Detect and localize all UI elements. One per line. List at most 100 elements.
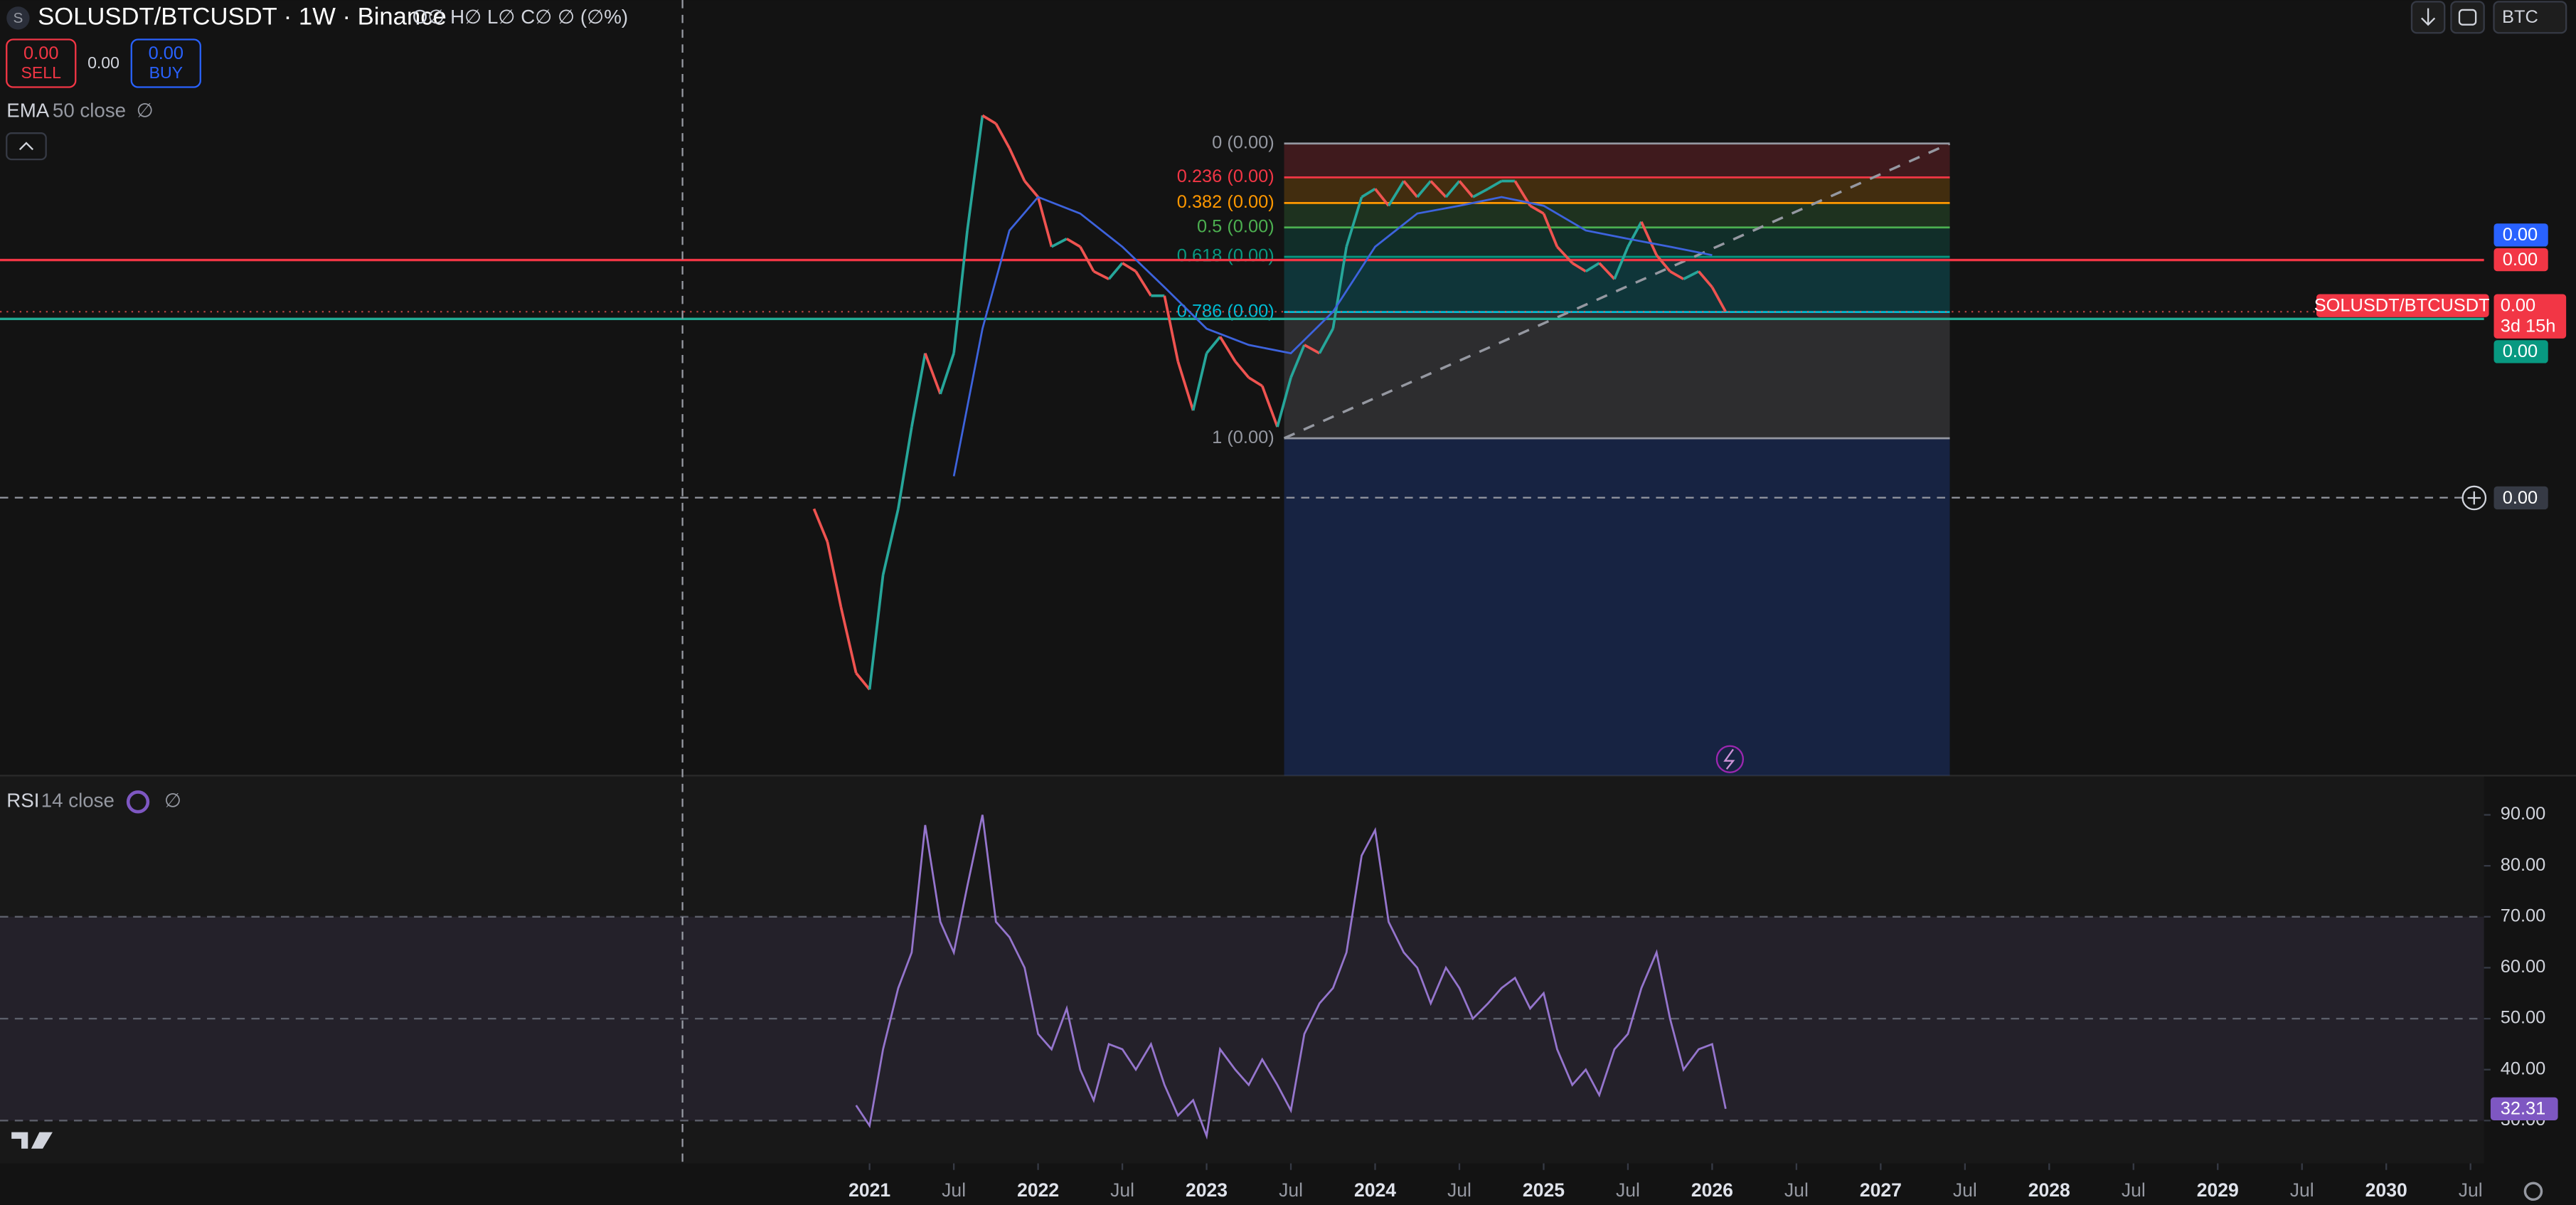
chart-title[interactable]: SOLUSDT/BTCUSDT · 1W · Binance — [38, 4, 447, 31]
sell-label: SELL — [21, 63, 62, 82]
buy-price: 0.00 — [149, 43, 183, 63]
price-segment — [1261, 385, 1279, 428]
ema-legend-name[interactable]: EMA — [6, 99, 50, 121]
ohlc-legend: O∅ H∅ L∅ C∅ ∅ (∅%) — [413, 6, 628, 28]
symbol-icon-text: S — [13, 10, 23, 26]
price-segment — [1444, 180, 1461, 198]
x-tick-label: 2029 — [2197, 1179, 2239, 1201]
fib-level-label: 0.618 (0.00) — [1177, 246, 1274, 266]
price-segment — [1374, 188, 1390, 207]
x-tick-label: Jul — [1279, 1179, 1303, 1201]
price-segment — [994, 122, 1011, 149]
logo — [11, 1132, 53, 1149]
price-segment — [1234, 360, 1250, 379]
price-segment — [1710, 286, 1727, 313]
price-segment — [1276, 377, 1292, 428]
price-segment — [826, 541, 843, 607]
y-tick-label: 60.00 — [2501, 957, 2546, 977]
price-segment — [1331, 246, 1348, 329]
symbol-tag — [2316, 294, 2489, 317]
price-segment — [1669, 270, 1685, 280]
y-tick-label: 90.00 — [2501, 804, 2546, 824]
y-tick-label: 70.00 — [2501, 906, 2546, 925]
price-segment — [1304, 344, 1321, 355]
fib-band — [1284, 257, 1950, 312]
rsi-last-value: 32.31 — [2501, 1099, 2546, 1119]
rsi-last-label — [2490, 1097, 2558, 1120]
price-segment — [1092, 270, 1109, 280]
fib-band — [1284, 227, 1950, 258]
fib-band — [1284, 143, 1950, 178]
price-segment — [1163, 295, 1180, 362]
collapse-button[interactable] — [6, 132, 47, 161]
refresh-button[interactable] — [2450, 1, 2485, 34]
x-tick-label: Jul — [1784, 1179, 1809, 1201]
event-icon[interactable] — [1715, 745, 1745, 773]
crosshair-price-text: 0.00 — [2503, 488, 2538, 508]
price-segment — [1218, 336, 1237, 363]
price-segment — [1107, 262, 1124, 280]
x-tick-label: Jul — [2459, 1179, 2483, 1201]
price-segment — [1318, 328, 1334, 354]
price-segment — [1403, 180, 1419, 198]
rsi-legend-name[interactable]: RSI — [6, 790, 39, 812]
price-segment — [1487, 179, 1503, 191]
fib-band — [1284, 312, 1950, 439]
price-segment — [1079, 245, 1095, 272]
event-icon-bolt — [1723, 748, 1735, 770]
y-tick-label: 80.00 — [2501, 855, 2546, 875]
symbol-icon — [6, 6, 30, 30]
buy-button[interactable] — [130, 38, 201, 88]
price-segment — [1571, 262, 1587, 273]
price-segment — [1416, 180, 1432, 198]
price-segment — [1627, 221, 1643, 248]
collapse-icon — [18, 142, 34, 151]
last-price-text: 0.00 — [2501, 296, 2535, 316]
price-segment — [1698, 270, 1713, 288]
price-segment — [1050, 238, 1068, 248]
price-segment — [924, 352, 942, 395]
green-price-label — [2493, 340, 2548, 363]
rsi-icon[interactable] — [126, 790, 150, 814]
countdown: 3d 15h — [2501, 316, 2556, 336]
fib-trend-line — [1283, 142, 1951, 440]
price-segment — [1613, 246, 1629, 280]
price-segment — [1542, 213, 1559, 248]
add-alert-icon — [2467, 491, 2481, 505]
price-segment — [897, 426, 913, 509]
ema-line — [952, 196, 1713, 477]
price-segment — [1472, 187, 1489, 198]
price-segment — [839, 606, 858, 674]
settings-icon[interactable] — [2523, 1182, 2543, 1201]
y-tick-label: 50.00 — [2501, 1008, 2546, 1028]
fib-price-label — [2493, 223, 2548, 247]
price-segment — [881, 508, 900, 575]
price-segment — [1008, 147, 1026, 182]
sell-price: 0.00 — [23, 43, 58, 63]
price-segment — [1458, 180, 1474, 198]
fib-level-label: 0.5 (0.00) — [1197, 216, 1274, 236]
fib-level-label: 1 (0.00) — [1212, 428, 1274, 447]
ema-legend-status: ∅ — [137, 99, 154, 121]
fib-price-text: 0.00 — [2503, 225, 2538, 245]
price-segment — [868, 574, 885, 690]
currency-button[interactable] — [2493, 1, 2567, 34]
price-segment — [1640, 221, 1658, 256]
price-segment — [1683, 270, 1700, 280]
x-tick-label: Jul — [1110, 1179, 1134, 1201]
green-price-text: 0.00 — [2503, 341, 2538, 361]
ema-legend-inputs: 50 close — [53, 99, 126, 121]
download-icon — [2421, 8, 2436, 26]
sell-button[interactable] — [6, 38, 77, 88]
fib-band — [1284, 177, 1950, 203]
price-segment — [1387, 180, 1405, 207]
price-segment — [1361, 187, 1376, 198]
rsi-pane — [0, 775, 2484, 1164]
price-segment — [1585, 262, 1600, 273]
rsi-legend-status: ∅ — [164, 790, 181, 812]
x-tick-label: 2025 — [1523, 1179, 1565, 1201]
refresh-icon — [2458, 9, 2477, 26]
price-segment — [939, 353, 955, 395]
